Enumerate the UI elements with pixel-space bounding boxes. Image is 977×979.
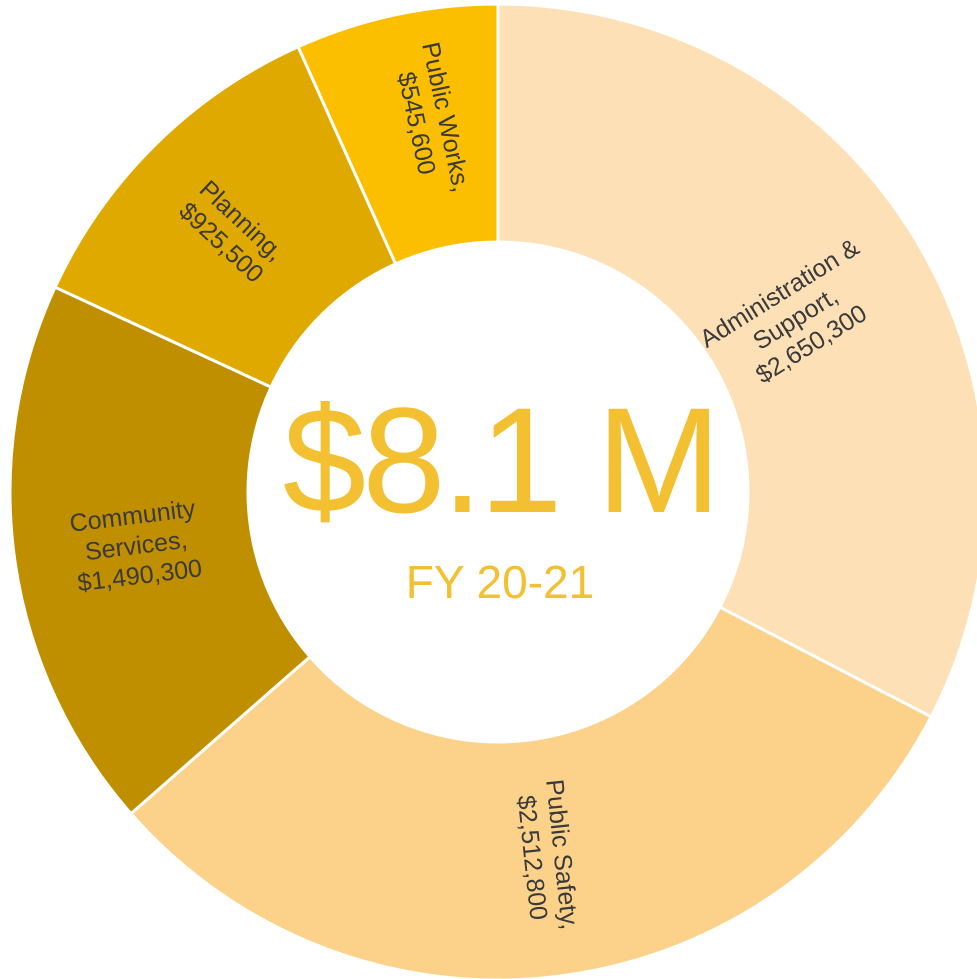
slice-label-2: CommunityServices,$1,490,300 [68, 495, 205, 598]
donut-slice-1 [128, 605, 934, 979]
donut-slice-4 [296, 2, 500, 266]
donut-slices [8, 2, 977, 979]
donut-slice-3 [53, 44, 398, 390]
center-subtitle: FY 20-21 [406, 556, 594, 608]
center-total: $8.1 M [283, 376, 718, 544]
donut-slice-0 [496, 2, 977, 719]
donut-slice-2 [8, 285, 313, 816]
